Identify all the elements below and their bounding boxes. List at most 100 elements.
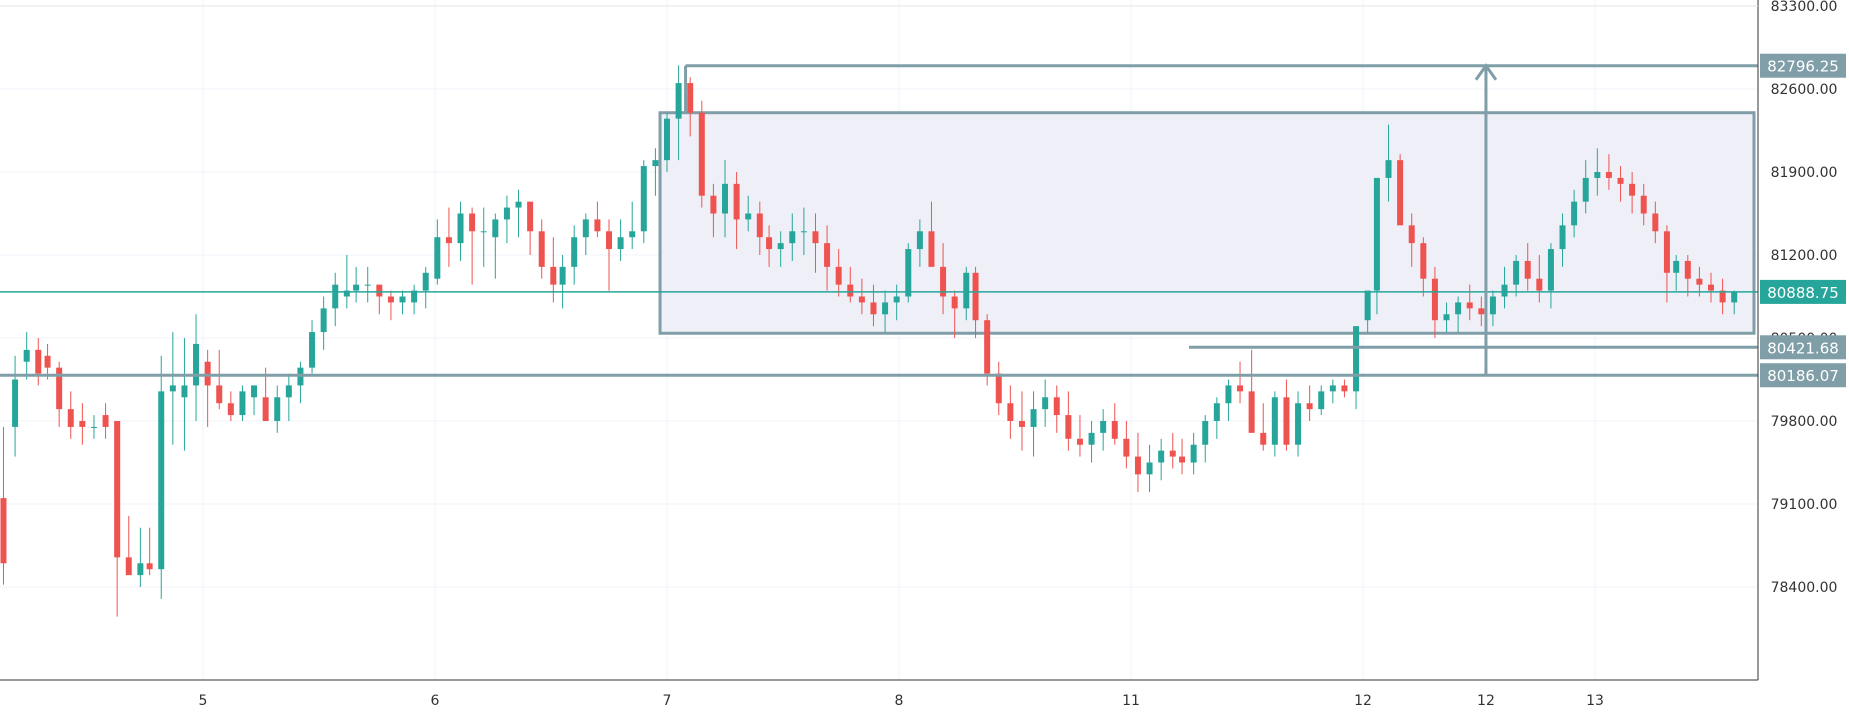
candle-body xyxy=(1559,225,1566,250)
candle-body xyxy=(251,385,258,398)
candle-body xyxy=(951,296,958,309)
price-label-bg xyxy=(1760,279,1846,304)
candle-body xyxy=(376,284,383,297)
candle-body xyxy=(193,343,200,386)
candle-body xyxy=(1582,177,1589,202)
x-tick-label: 12 xyxy=(1354,693,1372,709)
candle-body xyxy=(181,385,188,398)
candle-body xyxy=(1318,391,1325,410)
candle-body xyxy=(35,349,42,374)
candle-body xyxy=(538,231,545,267)
candle-body xyxy=(158,391,165,570)
price-label-bg xyxy=(1760,335,1846,360)
candle-body xyxy=(1364,290,1371,321)
candle-body xyxy=(492,219,499,238)
candle-body xyxy=(343,290,350,297)
candle-body xyxy=(1629,183,1636,196)
candle-body xyxy=(882,302,889,315)
candle-body xyxy=(1617,177,1624,184)
candle-body xyxy=(1248,391,1255,433)
candle-body xyxy=(1605,172,1612,178)
candle-body xyxy=(1466,302,1473,309)
price-label-bg xyxy=(1760,363,1846,388)
candle-body xyxy=(1571,201,1578,226)
candle-body xyxy=(617,237,624,250)
candle-body xyxy=(1594,172,1601,178)
candle-body xyxy=(353,284,360,291)
candle-body xyxy=(824,243,831,267)
candle-body xyxy=(1295,403,1302,445)
y-tick-label: 79100.00 xyxy=(1771,497,1838,513)
y-tick-label: 78400.00 xyxy=(1771,580,1838,596)
candle-body xyxy=(515,201,522,208)
candle-body xyxy=(445,237,452,244)
y-tick-label: 83300.00 xyxy=(1771,0,1838,15)
price-label: 80186.07 xyxy=(1767,367,1839,385)
candle-body xyxy=(1042,397,1049,410)
candle-body xyxy=(594,219,601,232)
candle-body xyxy=(710,195,717,214)
candle-body xyxy=(1190,444,1197,463)
candle-body xyxy=(687,83,694,113)
candle-body xyxy=(733,183,740,220)
candle-body xyxy=(1373,177,1380,291)
candle-body xyxy=(90,426,97,428)
price-label: 80888.75 xyxy=(1767,284,1839,302)
candle-body xyxy=(137,563,144,576)
candle-body xyxy=(1640,195,1647,214)
candle-body xyxy=(216,385,223,404)
candle-body xyxy=(559,266,566,285)
candle-body xyxy=(1489,296,1496,315)
candle-body xyxy=(56,367,63,410)
candle-body xyxy=(1007,403,1014,421)
candle-body xyxy=(722,183,728,214)
candle-body xyxy=(239,391,246,416)
price-label: 82796.25 xyxy=(1767,58,1839,76)
candle-body xyxy=(940,266,947,297)
y-tick-label: 79800.00 xyxy=(1771,414,1838,430)
candle-body xyxy=(1213,403,1220,421)
candle-body xyxy=(44,355,51,368)
candle-body xyxy=(102,415,109,427)
candle-body xyxy=(858,296,865,303)
range-box xyxy=(658,111,1756,335)
candle-body xyxy=(146,563,153,570)
candle-body xyxy=(1524,260,1531,279)
candle-body xyxy=(1431,278,1438,321)
candle-body xyxy=(1731,291,1738,303)
candle-body xyxy=(1306,403,1313,410)
candle-body xyxy=(285,385,292,398)
candle-body xyxy=(571,237,578,267)
candle-body xyxy=(984,320,991,374)
candle-body xyxy=(928,231,935,267)
candle-body xyxy=(664,118,670,161)
candle-body xyxy=(1283,397,1290,445)
candle-body xyxy=(1329,385,1336,392)
candle-body xyxy=(766,237,773,250)
candle-body xyxy=(789,231,796,244)
candle-body xyxy=(457,213,464,244)
candle-body xyxy=(169,385,176,392)
candle-body xyxy=(963,272,970,309)
y-tick-label: 81900.00 xyxy=(1771,165,1838,181)
candle-body xyxy=(1696,278,1703,285)
candle-body xyxy=(777,243,784,250)
candle-body xyxy=(1719,290,1726,303)
candle-body xyxy=(1053,397,1060,416)
candle-body xyxy=(652,160,659,167)
candle-body xyxy=(745,213,752,220)
candle-body xyxy=(262,397,269,421)
candle-body xyxy=(1225,385,1232,404)
x-tick-label: 11 xyxy=(1122,693,1140,709)
candle-body xyxy=(1513,260,1520,285)
candle-body xyxy=(1652,213,1659,232)
candle-body xyxy=(916,231,923,250)
candle-body xyxy=(1065,415,1072,439)
candle-body xyxy=(1443,314,1450,321)
candle-body xyxy=(1111,421,1118,439)
candle-body xyxy=(1547,249,1554,291)
candle-body xyxy=(629,231,636,238)
candle-body xyxy=(1353,326,1360,392)
x-tick-label: 8 xyxy=(895,693,904,709)
